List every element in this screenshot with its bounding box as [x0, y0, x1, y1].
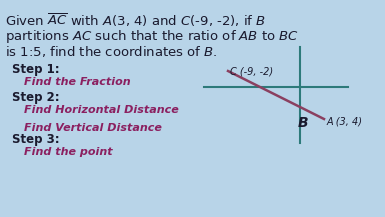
Text: is 1:5, find the coordinates of $B$.: is 1:5, find the coordinates of $B$.: [5, 44, 218, 59]
Text: Step 3:: Step 3:: [12, 133, 60, 146]
Text: Find the point: Find the point: [24, 147, 113, 157]
Text: B: B: [298, 116, 309, 130]
Text: C (-9, -2): C (-9, -2): [230, 67, 273, 77]
Text: Given $\overline{AC}$ with $A$(3, 4) and $C$(-9, -2), if $B$: Given $\overline{AC}$ with $A$(3, 4) and…: [5, 12, 266, 29]
Text: Find the Fraction: Find the Fraction: [24, 77, 131, 87]
Text: Find Vertical Distance: Find Vertical Distance: [24, 123, 162, 133]
Text: A (3, 4): A (3, 4): [327, 116, 363, 126]
Text: partitions $AC$ such that the ratio of $AB$ to $BC$: partitions $AC$ such that the ratio of $…: [5, 28, 299, 45]
Text: Step 1:: Step 1:: [12, 63, 60, 76]
Text: Step 2:: Step 2:: [12, 91, 60, 104]
Text: Find Horizontal Distance: Find Horizontal Distance: [24, 105, 179, 115]
